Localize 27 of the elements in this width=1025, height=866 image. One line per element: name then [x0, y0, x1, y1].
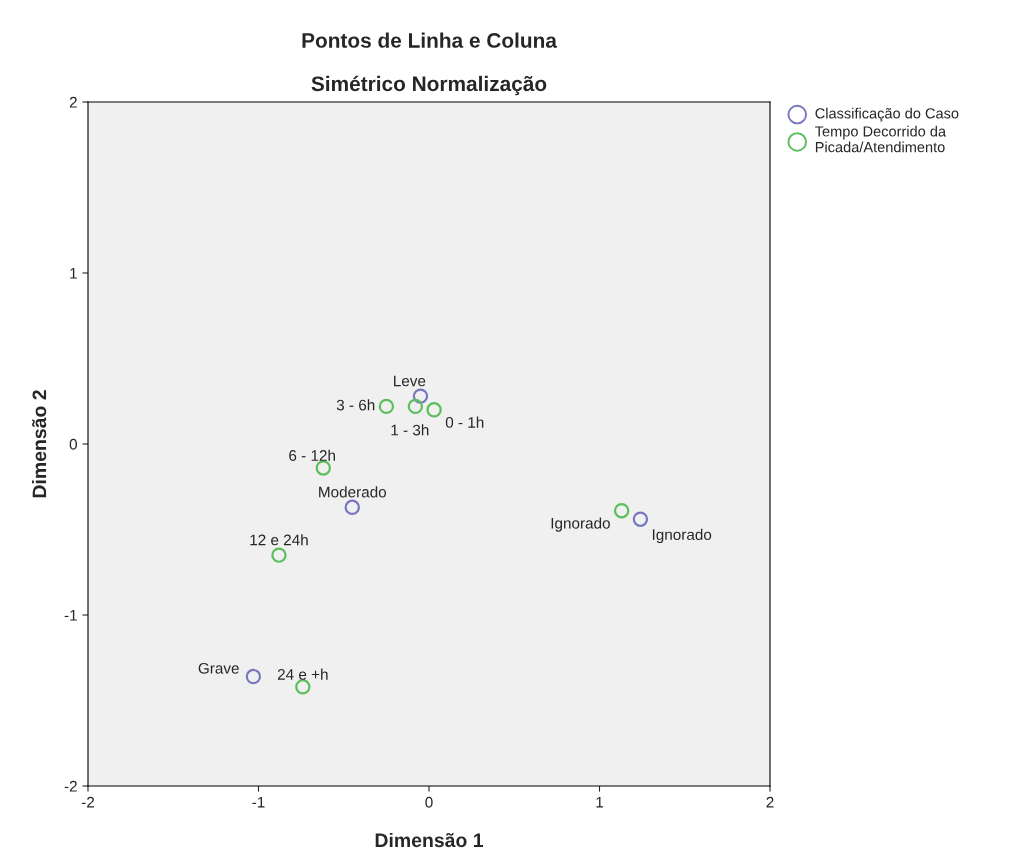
x-tick-label: -1	[252, 796, 265, 808]
annotation: 3 - 6h	[336, 399, 375, 411]
annotation: 0 - 1h	[445, 416, 484, 428]
x-tick-label: -2	[81, 796, 95, 808]
x-tick-label: 2	[766, 796, 774, 808]
y-axis-title: Dimensão 2	[31, 390, 47, 498]
x-axis-title: Dimensão 1	[375, 832, 484, 848]
x-tick-label: 1	[596, 796, 603, 808]
annotation: Ignorado	[652, 528, 712, 544]
annotation: Ignorado	[551, 517, 610, 532]
chart-title: Pontos de Linha e Coluna	[302, 32, 558, 48]
annotation: Grave	[198, 662, 239, 674]
y-tick-label: 1	[70, 268, 77, 279]
chart-subtitle: Simétrico Normalização	[311, 75, 547, 96]
annotation: 12 e 24h	[250, 534, 308, 546]
x-tick-label: 0	[425, 796, 433, 808]
annotation: Moderado	[319, 486, 387, 498]
y-tick-label: -2	[64, 780, 77, 792]
y-tick-label: 0	[69, 438, 77, 450]
legend-label: Tempo Decorrido da Picada/Atendimento	[815, 125, 947, 153]
y-tick-label: 2	[69, 96, 77, 108]
legend-label: Classificação do Caso	[815, 107, 959, 122]
y-tick-label: -1	[64, 610, 77, 621]
annotation: 24 e +h	[277, 668, 328, 680]
annotation: 1 - 3h	[391, 424, 429, 436]
annotation: Leve	[394, 375, 426, 387]
annotation: 6 - 12h	[289, 449, 335, 461]
